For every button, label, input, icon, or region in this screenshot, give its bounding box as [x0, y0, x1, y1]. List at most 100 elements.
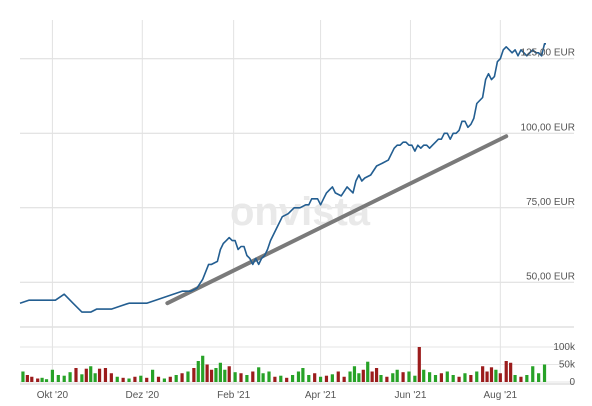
volume-bar: [481, 366, 485, 382]
volume-bar: [475, 371, 479, 382]
price-tick-label: 50,00 EUR: [526, 271, 575, 282]
x-axis-labels: Okt '20 Dez '20 Feb '21 Apr '21 Jun '21 Aug '…: [37, 390, 518, 401]
volume-bar: [342, 376, 346, 382]
volume-bar: [239, 373, 243, 382]
volume-bar: [74, 368, 78, 382]
volume-bar: [30, 376, 34, 382]
volume-bar: [370, 371, 374, 382]
volume-bar: [445, 371, 449, 382]
volume-bar: [348, 371, 352, 382]
volume-bar: [133, 376, 137, 382]
volume-bar: [25, 375, 29, 382]
volume-bar: [205, 364, 209, 382]
volume-bar: [469, 375, 473, 382]
volume-bar: [233, 372, 237, 382]
x-tick-label: Apr '21: [305, 390, 337, 401]
volume-bar: [214, 368, 218, 382]
volume-bar: [196, 361, 200, 382]
volume-bar: [361, 369, 365, 382]
volume-bar: [407, 371, 411, 382]
volume-bar: [296, 371, 301, 382]
x-tick-label: Dez '20: [125, 390, 159, 401]
volume-bar: [422, 369, 426, 382]
volume-bar: [395, 369, 399, 382]
volume-bar: [313, 373, 317, 382]
volume-bar: [318, 376, 323, 382]
volume-bar: [498, 373, 502, 382]
volume-bar: [201, 355, 205, 382]
volume-bar: [457, 376, 461, 382]
volume-bar: [542, 364, 547, 382]
volume-bar: [357, 373, 361, 382]
x-tick-label: Okt '20: [37, 390, 69, 401]
volume-bar: [80, 374, 84, 382]
volume-bar: [168, 376, 172, 382]
volume-bar: [374, 368, 379, 382]
volume-bar: [439, 373, 443, 382]
volume-bars: [21, 347, 547, 382]
volume-bar: [494, 369, 498, 382]
price-line: [19, 43, 546, 313]
volume-bar: [21, 371, 25, 382]
volume-bar: [504, 361, 508, 382]
volume-bar: [301, 368, 305, 382]
volume-bar: [324, 375, 329, 382]
volume-bar: [463, 373, 467, 382]
volume-bar: [451, 375, 455, 382]
volume-bar: [245, 375, 249, 382]
volume-bar: [145, 377, 149, 382]
volume-bar: [40, 377, 44, 382]
volume-bar: [433, 375, 438, 382]
volume-bar: [379, 375, 383, 382]
volume-bar: [186, 371, 190, 382]
volume-bar: [307, 375, 311, 382]
volume-bar: [385, 376, 389, 382]
volume-bar: [519, 376, 523, 382]
volume-bar: [509, 362, 513, 382]
price-tick-label: 100,00 EUR: [521, 122, 575, 133]
volume-bar: [485, 371, 489, 382]
watermark: onvista: [230, 190, 371, 234]
volume-bar: [93, 373, 97, 382]
volume-bar: [84, 368, 88, 382]
volume-bar: [391, 373, 395, 382]
volume-bar: [417, 347, 421, 382]
volume-bar: [513, 375, 517, 382]
volume-bar: [267, 371, 271, 382]
price-tick-label: 125,00 EUR: [521, 48, 575, 59]
volume-bar: [89, 366, 93, 382]
volume-tick-label: 100k: [553, 342, 576, 353]
volume-bar: [279, 375, 283, 382]
volume-bar: [162, 378, 166, 382]
volume-bar: [537, 373, 541, 382]
volume-bar: [531, 366, 535, 382]
volume-bar: [50, 369, 55, 382]
volume-bar: [36, 378, 40, 382]
volume-bar: [489, 367, 494, 382]
volume-bar: [56, 375, 60, 382]
volume-bar: [218, 362, 222, 382]
volume-bar: [62, 375, 66, 382]
volume-bar: [290, 375, 295, 382]
volume-bar: [180, 373, 184, 382]
volume-bar: [352, 366, 357, 382]
volume-bar: [97, 368, 102, 382]
volume-bar: [115, 376, 119, 382]
volume-bar: [413, 375, 417, 382]
volume-bar: [223, 369, 227, 382]
volume-bar: [139, 375, 143, 382]
volume-axis-labels: 0 50k 100k: [553, 342, 576, 388]
volume-bar: [174, 375, 178, 382]
x-tick-label: Feb '21: [217, 390, 250, 401]
volume-bar: [330, 374, 334, 382]
volume-bar: [525, 375, 529, 382]
volume-bar: [285, 377, 289, 382]
volume-bar: [151, 369, 155, 382]
trend-line: [165, 134, 509, 306]
volume-bar: [401, 372, 405, 382]
volume-bar: [192, 368, 196, 382]
volume-bar: [261, 373, 265, 382]
x-tick-label: Jun '21: [394, 390, 426, 401]
volume-bar: [209, 369, 214, 382]
